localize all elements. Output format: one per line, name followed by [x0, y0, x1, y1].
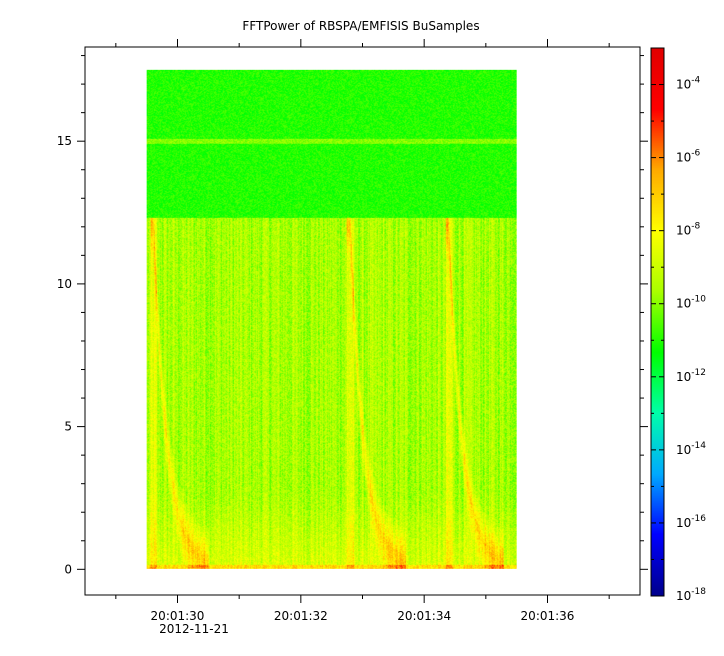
spectrogram-image: [146, 69, 517, 569]
x-axis: 20:01:30 20:01:32 20:01:34 20:01:36: [115, 39, 610, 623]
x-tick-label: 20:01:32: [274, 609, 328, 623]
colorbar-tick-label: 10-4: [676, 76, 701, 92]
y-tick-label: 0: [64, 562, 72, 576]
colorbar-tick-label: 10-14: [676, 441, 706, 457]
colorbar-tick-label: 10-16: [676, 514, 706, 530]
colorbar-tick-label: 10-10: [676, 295, 706, 311]
y-tick-label: 15: [57, 134, 72, 148]
colorbar-tick-label: 10-18: [676, 587, 706, 603]
x-tick-label: 20:01:34: [397, 609, 451, 623]
y-tick-label: 5: [64, 420, 72, 434]
colorbar-gradient: [651, 48, 664, 596]
x-tick-label: 20:01:30: [151, 609, 205, 623]
colorbar-axis: 10-4 10-6 10-8 10-10 10-12 10-14 10-16 10-18: [651, 47, 706, 603]
chart-title: FFTPower of RBSPA/EMFISIS BuSamples: [242, 19, 479, 33]
colorbar-tick-label: 10-8: [676, 222, 701, 238]
y-tick-label: 10: [57, 277, 72, 291]
colorbar-tick-label: 10-6: [676, 149, 701, 165]
y-axis: 0 5 10 15: [57, 55, 648, 576]
x-date-label: 2012-11-21: [159, 622, 229, 636]
x-tick-label: 20:01:36: [521, 609, 575, 623]
colorbar-tick-label: 10-12: [676, 368, 706, 384]
colorbar-frame: [650, 47, 665, 597]
